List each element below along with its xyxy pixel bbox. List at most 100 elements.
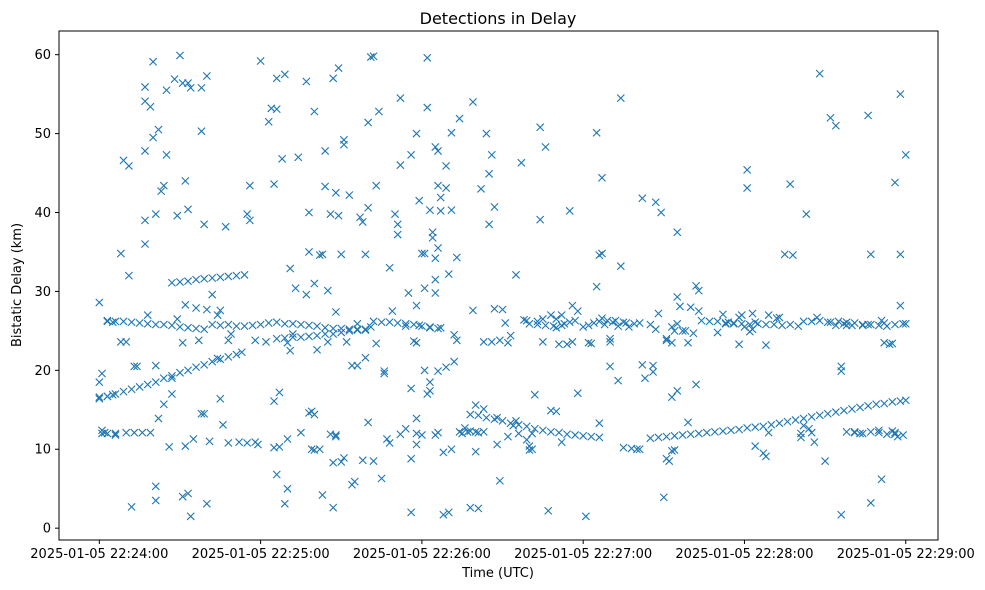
data-point — [181, 300, 190, 309]
data-point — [396, 161, 405, 170]
data-point — [606, 334, 615, 343]
data-point — [377, 474, 386, 483]
data-point — [167, 371, 176, 380]
data-point — [673, 386, 682, 395]
data-point — [216, 355, 225, 364]
data-point — [181, 442, 190, 451]
data-point — [737, 311, 746, 320]
data-point — [423, 103, 432, 112]
data-point — [141, 240, 150, 249]
data-point — [119, 317, 128, 326]
data-point — [224, 272, 233, 281]
data-point — [563, 430, 572, 439]
data-point — [431, 289, 440, 297]
data-point — [649, 361, 658, 370]
data-point — [882, 322, 891, 331]
data-point — [175, 368, 184, 377]
data-point — [127, 502, 136, 511]
data-point — [831, 321, 840, 330]
data-point — [641, 374, 649, 383]
data-point — [175, 322, 184, 331]
data-point — [761, 452, 770, 461]
data-point — [154, 414, 163, 423]
data-point — [425, 322, 434, 331]
data-point — [235, 438, 244, 447]
data-point — [240, 322, 249, 331]
data-point — [361, 353, 370, 362]
data-point — [358, 456, 367, 465]
data-point — [874, 428, 883, 437]
data-point — [415, 196, 424, 205]
data-point — [286, 346, 295, 355]
data-point — [899, 319, 908, 328]
data-point — [493, 440, 502, 449]
data-point — [270, 397, 279, 406]
data-point — [485, 169, 494, 178]
data-point — [686, 430, 695, 439]
data-point — [891, 428, 899, 437]
data-point — [614, 322, 623, 331]
data-point — [334, 64, 343, 73]
data-point — [538, 337, 547, 346]
data-point — [581, 512, 590, 521]
data-point — [743, 165, 752, 174]
data-point — [350, 477, 359, 486]
data-point — [718, 427, 727, 436]
data-point — [151, 496, 160, 505]
data-point — [108, 318, 117, 327]
data-point — [310, 410, 319, 419]
data-point — [124, 161, 133, 170]
data-point — [761, 341, 770, 350]
data-point — [598, 173, 606, 182]
data-point — [603, 316, 612, 325]
data-point — [823, 318, 832, 327]
data-point — [200, 360, 209, 369]
x-tick-label: 2025-01-05 22:25:00 — [192, 547, 330, 562]
data-point — [455, 427, 464, 436]
data-point — [135, 318, 144, 327]
data-point — [837, 510, 846, 519]
data-point — [727, 426, 736, 435]
data-point — [899, 431, 908, 440]
data-point — [665, 457, 674, 466]
data-point — [288, 333, 297, 342]
data-point — [111, 317, 120, 326]
data-point — [261, 337, 270, 346]
data-point — [544, 506, 553, 515]
data-point — [388, 307, 397, 316]
data-point — [850, 428, 859, 437]
data-point — [213, 311, 222, 320]
data-point — [305, 332, 313, 341]
data-point — [530, 424, 539, 433]
data-point — [694, 307, 703, 316]
data-point — [528, 429, 537, 438]
data-point — [616, 262, 625, 271]
data-point — [681, 326, 690, 335]
data-point — [216, 321, 225, 330]
data-point — [866, 320, 875, 329]
data-point — [283, 484, 292, 493]
data-point — [557, 438, 566, 447]
y-axis-ticks: 0 10 20 30 40 50 60 — [34, 48, 59, 537]
data-point — [205, 437, 214, 446]
data-point — [874, 321, 883, 330]
data-point — [216, 394, 225, 403]
data-point — [95, 298, 104, 307]
data-point — [95, 378, 104, 387]
data-point — [296, 333, 305, 342]
data-point — [345, 326, 354, 335]
data-point — [533, 317, 542, 326]
data-point — [891, 320, 899, 329]
data-point — [651, 325, 660, 334]
data-point — [501, 318, 510, 327]
data-point — [181, 176, 190, 185]
data-point — [194, 336, 203, 345]
data-point — [759, 422, 768, 431]
data-point — [159, 400, 168, 409]
data-point — [546, 311, 555, 320]
data-point — [374, 107, 383, 116]
data-point — [804, 424, 813, 433]
x-tick-label: 2025-01-05 22:24:00 — [30, 547, 168, 562]
data-point — [482, 413, 491, 422]
data-point — [321, 182, 330, 191]
